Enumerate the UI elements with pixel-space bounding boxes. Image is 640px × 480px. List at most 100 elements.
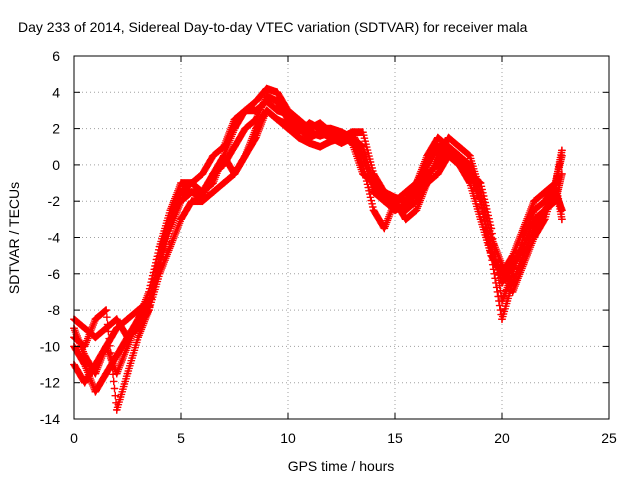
data-point — [80, 360, 89, 369]
data-point — [252, 97, 260, 106]
x-tick-label: 5 — [177, 430, 185, 446]
data-point — [102, 306, 110, 314]
data-point — [166, 215, 175, 224]
y-tick-label: -2 — [48, 193, 61, 209]
data-point — [433, 170, 442, 178]
data-point — [294, 128, 303, 137]
data-point — [487, 224, 496, 233]
data-point — [273, 88, 282, 97]
data-series — [70, 84, 566, 414]
data-point — [498, 269, 506, 278]
data-point — [380, 188, 389, 197]
data-point — [252, 106, 260, 115]
data-point — [177, 179, 185, 187]
data-point — [187, 197, 196, 206]
y-tick-label: 6 — [52, 48, 60, 64]
data-point — [241, 151, 250, 160]
x-tick-label: 0 — [70, 430, 78, 446]
data-point — [530, 197, 538, 206]
data-point — [230, 142, 239, 151]
data-point — [391, 197, 399, 206]
data-point — [455, 142, 464, 151]
data-point — [348, 133, 357, 142]
y-tick-label: -10 — [40, 338, 60, 354]
data-point — [316, 124, 324, 133]
data-point — [187, 179, 196, 187]
series-markers — [70, 106, 566, 414]
x-tick-label: 20 — [494, 430, 510, 446]
data-point — [412, 206, 421, 215]
data-point — [112, 315, 121, 324]
chart-title: Day 233 of 2014, Sidereal Day-to-day VTE… — [18, 19, 528, 35]
data-point — [219, 151, 228, 160]
data-point — [551, 179, 560, 187]
y-tick-label: -14 — [40, 411, 60, 427]
data-point — [316, 131, 324, 140]
data-point — [80, 324, 89, 333]
data-point — [412, 179, 421, 187]
data-point — [401, 197, 410, 206]
x-axis-label: GPS time / hours — [288, 458, 395, 474]
data-point — [508, 251, 517, 260]
data-point — [145, 306, 153, 314]
data-point — [466, 179, 474, 187]
data-point — [123, 315, 132, 324]
data-point — [380, 224, 389, 233]
series-track-5 — [70, 106, 566, 414]
data-point — [359, 128, 367, 137]
data-point — [209, 151, 217, 160]
data-point — [80, 378, 89, 387]
data-point — [540, 206, 549, 215]
data-point — [262, 84, 271, 93]
data-point — [498, 315, 506, 324]
y-tick-label: -4 — [48, 230, 61, 246]
data-point — [80, 342, 89, 351]
data-point — [91, 387, 100, 396]
y-tick-label: -12 — [40, 375, 60, 391]
y-tick-label: -8 — [48, 302, 61, 318]
data-point — [423, 151, 431, 160]
data-point — [476, 215, 485, 224]
data-point — [262, 97, 271, 106]
data-point — [177, 215, 185, 224]
data-point — [519, 224, 528, 233]
data-point — [198, 193, 207, 202]
data-point — [305, 128, 314, 137]
data-point — [558, 215, 566, 224]
data-point — [273, 97, 282, 106]
data-point — [369, 206, 378, 215]
y-tick-label: -6 — [48, 266, 61, 282]
data-point — [305, 139, 314, 148]
data-point — [241, 124, 250, 133]
data-point — [466, 151, 474, 160]
data-point — [155, 251, 164, 260]
data-point — [423, 179, 431, 187]
data-point — [433, 133, 442, 142]
data-point — [558, 151, 566, 160]
data-point — [498, 297, 506, 305]
data-point — [198, 170, 207, 178]
data-point — [273, 115, 282, 124]
data-point — [230, 124, 239, 133]
x-tick-label: 15 — [387, 430, 403, 446]
data-point — [401, 215, 410, 224]
y-axis-label: SDTVAR / TECUs — [6, 182, 22, 294]
data-point — [487, 251, 496, 260]
data-point — [316, 142, 324, 151]
data-point — [401, 188, 410, 197]
data-point — [252, 124, 260, 133]
data-point — [241, 106, 250, 115]
y-tick-label: 0 — [52, 157, 60, 173]
data-point — [102, 369, 110, 378]
data-point — [209, 188, 217, 197]
data-point — [230, 170, 239, 178]
data-point — [476, 179, 485, 187]
data-point — [177, 188, 185, 197]
data-point — [273, 106, 282, 115]
data-point — [112, 406, 121, 414]
data-point — [326, 137, 335, 146]
data-point — [455, 161, 464, 169]
data-point — [262, 106, 271, 115]
data-point — [294, 121, 303, 129]
data-point — [209, 170, 217, 178]
